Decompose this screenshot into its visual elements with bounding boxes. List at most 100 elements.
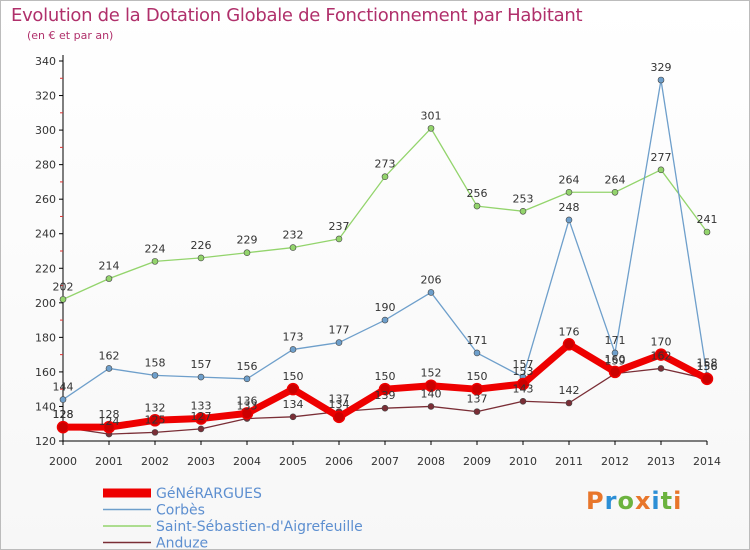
y-tick-label: 160 [35, 366, 56, 379]
data-point-saint-sebastien-d-aigrefeuille [197, 254, 205, 262]
data-point-anduze [289, 413, 297, 421]
data-label-anduze: 125 [145, 413, 166, 426]
data-label-anduze: 140 [421, 387, 442, 400]
proxiti-logo: Proxiti [586, 487, 682, 515]
value-labels: 202 214 224 226 229 232 237 273 301 256 253 264 264 2… [53, 61, 718, 428]
legend-label-saint-sebastien-d-aigrefeuille: Saint-Sébastien-d'Aigrefeuille [156, 519, 363, 535]
y-tick-label: 240 [35, 228, 56, 241]
data-point-anduze [473, 408, 481, 415]
data-point-saint-sebastien-d-aigrefeuille [335, 235, 343, 243]
data-point-generargues [700, 372, 714, 386]
data-label-anduze: 134 [283, 398, 304, 411]
data-label-generargues: 170 [651, 336, 672, 349]
y-tick-label: 180 [35, 331, 56, 344]
data-label-anduze: 137 [467, 393, 488, 406]
y-tick-label: 220 [35, 262, 56, 275]
x-tick-label: 2002 [141, 455, 169, 468]
data-label-saint-sebastien-d-aigrefeuille: 229 [237, 234, 258, 247]
y-tick-label: 320 [35, 90, 56, 103]
data-label-anduze: 159 [605, 355, 626, 368]
logo-letter: x [634, 487, 652, 515]
data-point-corbes [289, 346, 297, 353]
data-point-anduze [657, 365, 665, 372]
data-point-corbes [59, 396, 67, 403]
data-label-anduze: 124 [99, 415, 120, 428]
data-label-anduze: 143 [513, 382, 534, 395]
x-tick-label: 2004 [233, 455, 261, 468]
data-point-generargues [194, 412, 208, 425]
data-point-corbes [243, 375, 251, 383]
y-tick-label: 140 [35, 400, 56, 413]
data-point-anduze [197, 425, 205, 433]
logo-letter: i [651, 487, 661, 515]
data-label-generargues: 153 [513, 365, 534, 378]
data-point-anduze [427, 403, 435, 410]
data-point-generargues [470, 382, 484, 396]
data-point-saint-sebastien-d-aigrefeuille [151, 258, 159, 265]
data-label-corbes: 173 [283, 330, 304, 343]
data-label-generargues: 152 [421, 367, 442, 380]
data-point-generargues [240, 407, 254, 420]
x-tick-label: 2011 [555, 455, 583, 468]
data-point-generargues [56, 420, 70, 434]
data-label-corbes: 177 [329, 324, 350, 337]
data-point-generargues [286, 382, 300, 396]
data-label-generargues: 128 [99, 408, 120, 421]
data-label-saint-sebastien-d-aigrefeuille: 226 [191, 239, 212, 252]
data-point-corbes [473, 349, 481, 357]
logo-letter: t [660, 487, 674, 515]
data-point-generargues [102, 420, 116, 434]
data-label-generargues: 160 [605, 353, 626, 366]
x-tick-label: 2008 [417, 455, 445, 468]
data-label-corbes: 329 [651, 61, 672, 74]
logo-letter: o [617, 487, 635, 515]
data-point-saint-sebastien-d-aigrefeuille [611, 188, 619, 196]
axes: 120 140 160 180 200 220 240 260 280 300 320 340 2000… [35, 55, 721, 468]
data-point-anduze [519, 397, 527, 405]
data-point-generargues [378, 382, 392, 396]
data-label-generargues: 132 [145, 401, 166, 414]
data-label-generargues: 136 [237, 394, 258, 407]
y-tick-label: 340 [35, 55, 56, 68]
data-point-corbes [565, 216, 573, 224]
data-point-saint-sebastien-d-aigrefeuille [243, 249, 251, 257]
data-label-generargues: 133 [191, 400, 212, 413]
y-tick-label: 200 [35, 297, 56, 310]
y-tick-label: 300 [35, 124, 56, 137]
data-label-corbes: 248 [559, 201, 580, 214]
data-label-anduze: 142 [559, 384, 580, 397]
data-label-corbes: 157 [513, 358, 534, 371]
data-label-generargues: 176 [559, 325, 580, 338]
data-label-saint-sebastien-d-aigrefeuille: 214 [99, 260, 120, 273]
data-point-saint-sebastien-d-aigrefeuille [565, 188, 573, 196]
data-label-anduze: 133 [237, 400, 258, 413]
data-point-corbes [335, 339, 343, 346]
data-point-saint-sebastien-d-aigrefeuille [657, 166, 665, 174]
data-point-saint-sebastien-d-aigrefeuille [59, 296, 67, 303]
data-label-generargues: 134 [329, 398, 350, 411]
legend-label-corbes: Corbès [156, 503, 205, 519]
x-tick-label: 2000 [49, 455, 77, 468]
x-tick-label: 2013 [647, 455, 675, 468]
x-tick-label: 2010 [509, 455, 537, 468]
data-label-anduze: 127 [191, 410, 212, 423]
data-label-saint-sebastien-d-aigrefeuille: 253 [513, 192, 534, 205]
data-point-corbes [611, 349, 619, 357]
data-label-generargues: 150 [283, 370, 304, 383]
data-label-anduze: 128 [53, 408, 74, 421]
data-label-corbes: 157 [191, 358, 212, 371]
data-label-saint-sebastien-d-aigrefeuille: 264 [605, 173, 626, 186]
data-label-saint-sebastien-d-aigrefeuille: 237 [329, 220, 350, 233]
data-point-saint-sebastien-d-aigrefeuille [703, 228, 711, 236]
series-layer [56, 76, 714, 438]
x-tick-label: 2014 [693, 455, 721, 468]
y-tick-label: 260 [35, 193, 56, 206]
series-line-corbes [62, 79, 708, 401]
data-label-corbes: 206 [421, 273, 442, 286]
data-label-saint-sebastien-d-aigrefeuille: 241 [697, 213, 718, 226]
data-label-corbes: 158 [145, 356, 166, 369]
data-point-anduze [565, 399, 573, 407]
data-label-anduze: 137 [329, 393, 350, 406]
data-label-anduze: 139 [375, 389, 396, 402]
